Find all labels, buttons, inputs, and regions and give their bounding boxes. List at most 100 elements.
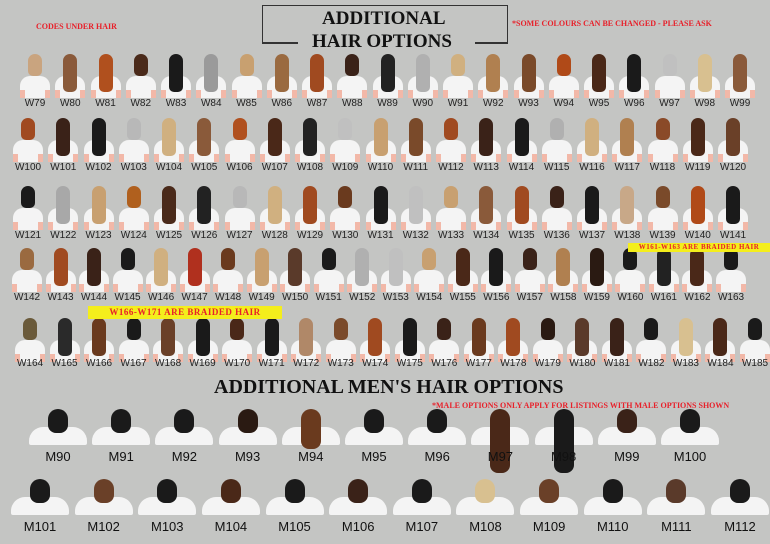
arm: [581, 284, 587, 292]
arm: [153, 354, 159, 362]
hair-swatch: [321, 248, 336, 270]
hair-swatch: [620, 186, 635, 224]
shirt: [548, 76, 579, 98]
arm: [143, 222, 149, 230]
arm: [743, 222, 748, 230]
arm: [355, 154, 361, 162]
arm: [338, 284, 344, 292]
hair-code-label: W83: [165, 98, 187, 109]
arm: [154, 222, 159, 230]
hair-swatch: [678, 318, 693, 356]
hair-swatch: [21, 118, 35, 140]
arm: [281, 354, 287, 362]
hair-swatch: [57, 318, 72, 356]
shirt: [155, 427, 214, 445]
hair-swatch: [656, 248, 671, 286]
arm: [222, 354, 228, 362]
hair-swatch: [627, 54, 642, 92]
arm: [146, 284, 152, 292]
hair-code-label: W131: [367, 230, 394, 241]
hair-code-label: M96: [424, 449, 450, 464]
shirt: [15, 340, 45, 362]
arm: [523, 354, 529, 362]
arm: [330, 154, 336, 162]
braided-banner-1: W161-W163 ARE BRAIDED HAIR: [628, 243, 770, 252]
hair-swatch: [204, 54, 219, 92]
arm: [538, 90, 544, 98]
arm: [171, 284, 177, 292]
shirt: [11, 497, 69, 515]
hair-code-label: W86: [271, 98, 293, 109]
hair-code-label: W90: [412, 98, 434, 109]
hair-code-label: M110: [596, 519, 629, 534]
arm: [429, 354, 435, 362]
title-frame-line: [262, 42, 298, 44]
hair-swatch: [644, 318, 659, 340]
hair-swatch: [609, 318, 624, 356]
hair-swatch: [161, 318, 176, 356]
hair-swatch: [345, 54, 360, 76]
hair-swatch: [21, 186, 35, 208]
hair-code-label: W170: [224, 358, 251, 369]
arm: [741, 284, 746, 292]
shirt: [647, 140, 678, 162]
arm: [567, 354, 573, 362]
hair-swatch: [267, 118, 282, 156]
hair-swatch: [126, 186, 141, 208]
shirt: [436, 140, 466, 162]
arm: [143, 154, 149, 162]
hair-code-label: W183: [672, 358, 699, 369]
hair-swatch: [87, 248, 102, 286]
arm: [360, 354, 366, 362]
shirt: [541, 208, 572, 230]
arm: [488, 354, 494, 362]
arm: [83, 154, 89, 162]
arm: [743, 154, 748, 162]
hair-swatch: [348, 479, 369, 503]
hair-code-label: W158: [550, 292, 577, 303]
arm: [246, 284, 252, 292]
hair-swatch: [726, 186, 740, 224]
arm: [548, 90, 554, 98]
hair-code-label: W132: [402, 230, 429, 241]
arm: [765, 354, 770, 362]
shirt: [408, 427, 467, 445]
shirt: [118, 208, 149, 230]
arm: [154, 154, 159, 162]
hair-swatch: [284, 479, 305, 503]
arm: [305, 284, 311, 292]
shirt: [443, 76, 473, 98]
hair-code-label: W103: [120, 162, 147, 173]
hair-code-label: W134: [473, 230, 500, 241]
arm: [115, 90, 121, 98]
hair-swatch: [56, 118, 71, 156]
arm: [365, 222, 371, 230]
hair-code-label: W166: [85, 358, 113, 369]
arm: [619, 90, 625, 98]
arm: [302, 90, 307, 98]
hair-code-label: W96: [623, 98, 645, 109]
arm: [249, 222, 255, 230]
arm: [481, 284, 487, 292]
hair-code-label: W111: [403, 162, 429, 173]
hair-code-label: M111: [661, 519, 692, 534]
hair-swatch: [355, 248, 370, 286]
arm: [284, 154, 290, 162]
hair-swatch: [506, 318, 521, 356]
arm: [350, 354, 356, 362]
hair-code-label: W177: [465, 358, 492, 369]
shirt: [654, 76, 685, 98]
hair-swatch: [556, 54, 571, 76]
shirt: [74, 497, 133, 515]
hair-code-label: W80: [59, 98, 81, 109]
shirt: [112, 270, 143, 292]
shirt: [514, 270, 545, 292]
hair-code-label: W144: [80, 292, 108, 303]
shirt: [520, 497, 579, 515]
hair-code-label: W127: [226, 230, 253, 241]
arm: [247, 354, 253, 362]
hair-swatch: [288, 248, 303, 286]
arm: [740, 354, 745, 362]
shirt: [118, 140, 149, 162]
shirt: [711, 497, 769, 515]
